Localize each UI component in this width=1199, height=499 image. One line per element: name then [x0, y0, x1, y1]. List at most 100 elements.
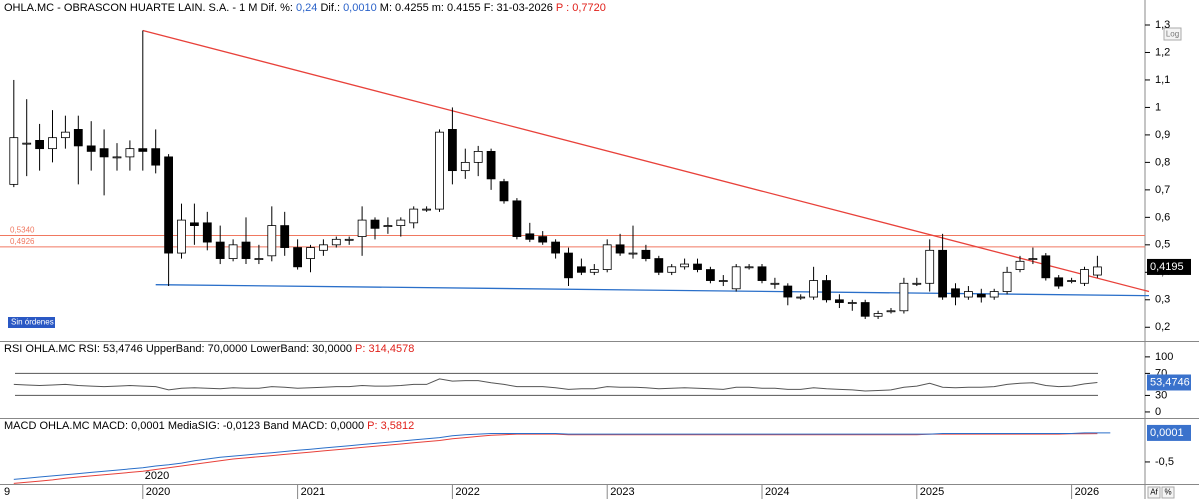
y-tick-label: 1,2	[1155, 46, 1170, 58]
candle-body	[280, 225, 290, 248]
candle-body	[512, 200, 522, 237]
candle-body	[409, 208, 419, 224]
y-tick-label: 100	[1155, 351, 1173, 363]
header-part: 0,0010	[343, 2, 377, 14]
candle-body	[796, 296, 806, 299]
candle-body	[1080, 269, 1089, 284]
candle-body	[667, 266, 677, 273]
y-tick-label: 1	[1155, 101, 1161, 113]
candle-body	[370, 219, 380, 229]
last-value-box	[1147, 258, 1191, 275]
candle-body	[306, 247, 315, 259]
header-part: MACD OHLA.MC MACD: 0,0001 MediaSIG: -0,0…	[4, 420, 367, 432]
x-tick-label: 2022	[455, 486, 479, 498]
candle-body	[422, 208, 432, 211]
candle-body	[1015, 260, 1025, 270]
candle-body	[938, 249, 947, 298]
candle-body	[744, 266, 754, 269]
candle-body	[770, 282, 780, 285]
panel-header: RSI OHLA.MC RSI: 53,4746 UpperBand: 70,0…	[4, 343, 414, 355]
candle-body	[447, 129, 457, 172]
af-button-label[interactable]: Af	[1150, 488, 1158, 497]
candle-body	[951, 288, 960, 298]
last-value-box	[1147, 424, 1191, 441]
candle-body	[757, 266, 767, 281]
candle-body	[628, 252, 638, 255]
candle-body	[602, 244, 612, 270]
trend-line	[142, 29, 1150, 293]
candle-body	[241, 241, 251, 259]
status-badge	[8, 317, 55, 328]
candle-body	[486, 150, 496, 180]
percent-button-label[interactable]: %	[1164, 488, 1171, 497]
series-line	[13, 432, 1111, 480]
candle-body	[383, 225, 393, 227]
candle-body	[925, 249, 935, 284]
y-tick-label: 0,5	[1155, 239, 1170, 251]
candle-body	[318, 244, 328, 251]
y-tick-label: 1,1	[1155, 74, 1170, 86]
candle-body	[1002, 271, 1012, 292]
y-tick-label: 0	[1155, 406, 1161, 418]
af-button[interactable]	[1147, 486, 1161, 499]
candle-body	[589, 269, 599, 273]
candle-body	[112, 156, 122, 159]
candle-body	[1093, 266, 1102, 276]
candle-body	[344, 238, 354, 241]
header-part: 0,24	[296, 2, 317, 14]
candle-body	[151, 148, 161, 166]
candle-body	[22, 142, 32, 145]
candle-body	[473, 150, 483, 163]
percent-button[interactable]	[1161, 486, 1175, 499]
y-tick-label: 0,2	[1155, 321, 1170, 333]
candle-body	[783, 285, 793, 298]
header-part: Dif.:	[317, 2, 343, 14]
candle-body	[331, 238, 341, 246]
candle-body	[460, 161, 470, 172]
candle-body	[396, 219, 406, 226]
candle-body	[822, 280, 831, 301]
x-tick-label: 2023	[610, 486, 634, 498]
candle-body	[9, 137, 19, 185]
y-tick-label: 0,7	[1155, 184, 1170, 196]
candle-body	[706, 269, 715, 281]
candle-body	[538, 236, 548, 243]
candle-body	[61, 131, 70, 139]
candle-body	[693, 263, 702, 270]
y-tick-label: 0,3	[1155, 294, 1170, 306]
candle-body	[99, 148, 109, 158]
header-part: P : 0,7720	[556, 2, 606, 14]
candle-body	[86, 145, 96, 152]
candle-body	[73, 129, 83, 147]
candle-body	[215, 241, 225, 259]
candle-body	[847, 302, 857, 304]
log-button[interactable]	[1163, 27, 1182, 41]
y-tick-label: 1,3	[1155, 19, 1170, 31]
last-value-label: 0,0001	[1150, 427, 1184, 439]
candle-body	[835, 299, 844, 303]
candle-body	[964, 291, 973, 298]
last-value-label: 0,4195	[1150, 261, 1184, 273]
status-text: Sin órdenes	[11, 318, 54, 327]
x-tick-label: 2020	[146, 486, 170, 498]
header-part: RSI OHLA.MC RSI: 53,4746 UpperBand: 70,0…	[4, 343, 355, 355]
candle-body	[293, 247, 303, 268]
y-tick-label: 30	[1155, 389, 1167, 401]
y-tick-label: 0,6	[1155, 211, 1170, 223]
header-part: P: 314,4578	[355, 343, 414, 355]
candle-body	[125, 148, 135, 158]
log-button-label[interactable]: Log	[1166, 30, 1179, 39]
candle-body	[254, 258, 264, 260]
candle-body	[989, 291, 999, 298]
candle-body	[499, 181, 509, 202]
candle-body	[35, 140, 44, 150]
level-label: 0,4926	[10, 237, 35, 246]
candle-body	[654, 258, 664, 273]
series-line	[13, 433, 1098, 484]
candle-body	[1067, 280, 1076, 282]
candle-body	[886, 310, 896, 313]
series-line	[13, 378, 1098, 392]
header-part: M: 0.4255 m: 0.4155 F: 31-03-2026	[377, 2, 556, 14]
